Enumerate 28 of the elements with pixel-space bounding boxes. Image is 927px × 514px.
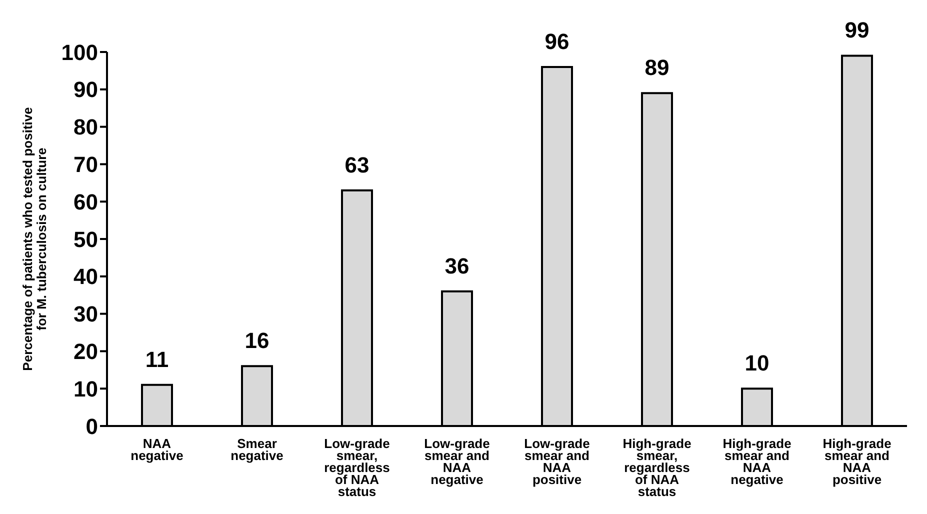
y-tick-label: 80 xyxy=(74,114,98,140)
data-label: 16 xyxy=(244,328,270,354)
data-label: 96 xyxy=(544,28,570,54)
y-tick-label: 90 xyxy=(74,77,98,102)
data-label: 11 xyxy=(145,346,169,372)
data-label: 99 xyxy=(844,18,870,43)
x-tick-label: NAA negative xyxy=(130,436,184,463)
x-tick-label: High-grade smear and NAA negative xyxy=(722,436,792,487)
x-tick-label: High-grade smear, regardless of NAA status xyxy=(622,436,692,499)
y-tick-label: 20 xyxy=(74,339,98,364)
data-label: 36 xyxy=(444,253,470,278)
x-tick-label: Low-grade smear, regardless of NAA status xyxy=(324,436,390,499)
x-tick-label: Low-grade smear and NAA negative xyxy=(424,436,490,487)
y-tick-label: 30 xyxy=(74,302,98,327)
x-tick-label: High-grade smear and NAA positive xyxy=(822,436,892,487)
y-tick-label: 50 xyxy=(74,226,98,252)
y-tick-label: 100 xyxy=(61,40,98,65)
data-label: 89 xyxy=(644,55,670,80)
y-axis-title: Percentage of patients who tested positive for M. tuberculosis on culture xyxy=(20,107,49,371)
y-tick-label: 10 xyxy=(74,376,98,402)
x-tick-label: Low-grade smear and NAA positive xyxy=(524,436,590,487)
data-label: 10 xyxy=(744,350,770,376)
x-tick-label: Smear negative xyxy=(230,436,284,463)
data-label: 63 xyxy=(344,152,370,178)
y-tick-label: 60 xyxy=(74,189,98,214)
y-tick-label: 0 xyxy=(86,414,98,439)
y-tick-label: 40 xyxy=(74,264,98,290)
y-tick-label: 70 xyxy=(74,152,98,178)
